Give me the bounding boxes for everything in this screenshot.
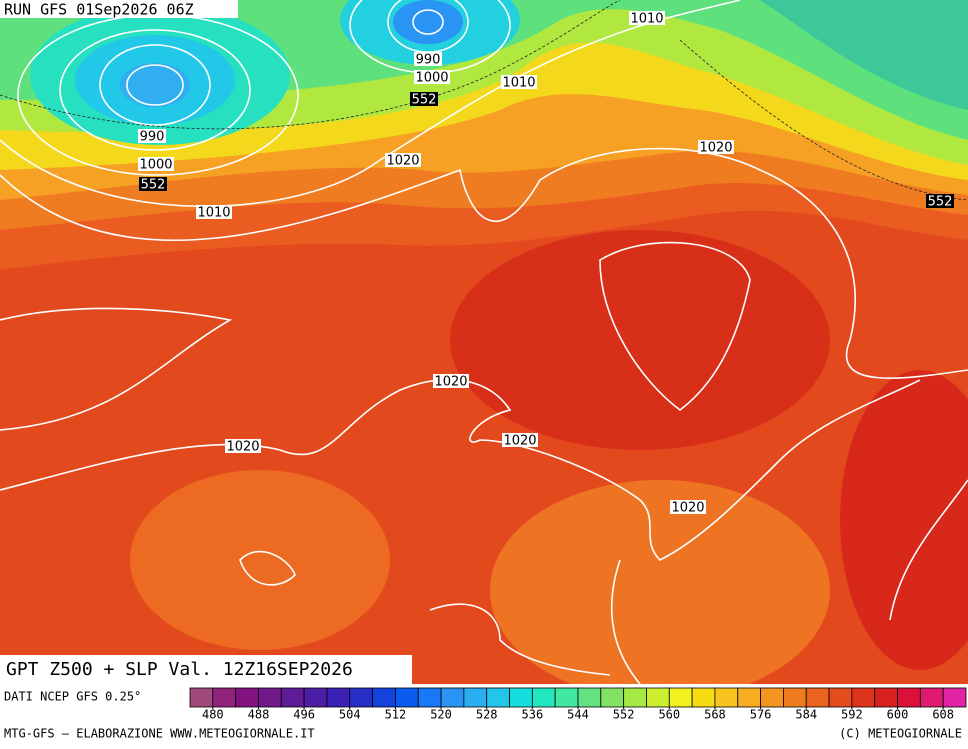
tick-label: 528 <box>476 708 498 722</box>
isobar-label: 1020 <box>226 440 259 455</box>
color-swatch <box>737 687 761 708</box>
color-swatch <box>874 687 898 708</box>
label-box <box>502 433 538 447</box>
color-swatch <box>600 687 625 708</box>
label-box <box>385 153 421 167</box>
color-swatch <box>303 687 328 708</box>
label-box <box>139 177 167 191</box>
isobar-label: 1020 <box>503 434 536 449</box>
label-box <box>138 157 174 171</box>
map-title: GPT Z500 + SLP Val. 12Z16SEP2026 <box>6 659 353 680</box>
run-label: RUN GFS 01Sep2026 06Z <box>4 1 194 19</box>
color-swatch <box>349 687 373 708</box>
color-swatch <box>851 687 876 708</box>
color-swatch <box>531 687 556 708</box>
color-swatch <box>258 687 282 708</box>
color-swatch <box>783 687 807 708</box>
label-box <box>196 205 232 219</box>
title-box <box>0 655 412 684</box>
color-swatch <box>714 687 739 708</box>
color-swatch <box>417 687 442 708</box>
color-swatch <box>554 687 579 708</box>
color-swatch <box>646 687 670 708</box>
label-box <box>410 92 438 106</box>
tick-label: 544 <box>567 708 589 722</box>
isobar-label: 990 <box>140 130 165 145</box>
label-box <box>414 70 450 84</box>
isobar-label: 552 <box>141 178 166 193</box>
color-swatch <box>486 687 510 708</box>
color-swatch <box>760 687 784 708</box>
tick-label: 600 <box>887 708 909 722</box>
color-swatch <box>691 687 716 708</box>
colorbar: 480 488 496 504 512 520 528 536 544 552 560 568 576 5… <box>189 687 967 722</box>
tick-label: 496 <box>293 708 315 722</box>
isobar-labels: 990 1000 1010 990 1000 1010 1010 1020 1020 1020 10… <box>138 11 954 516</box>
label-box <box>501 75 537 89</box>
isobar-label: 1010 <box>630 12 663 27</box>
tick-label: 480 <box>202 708 224 722</box>
isobar-label: 1010 <box>197 206 230 221</box>
tick-label: 512 <box>385 708 407 722</box>
label-box <box>670 500 706 514</box>
color-swatch <box>189 687 214 708</box>
color-swatch <box>235 687 259 708</box>
map <box>0 0 968 684</box>
color-swatch <box>326 687 351 708</box>
color-swatch <box>509 687 533 708</box>
tick-label: 552 <box>613 708 635 722</box>
tick-label: 584 <box>795 708 817 722</box>
label-box <box>433 374 469 388</box>
color-swatch <box>280 687 305 708</box>
run-box <box>0 0 238 18</box>
color-swatch <box>942 687 967 708</box>
label-box <box>138 129 166 143</box>
isobar-label: 1000 <box>139 158 172 173</box>
tick-label: 536 <box>522 708 544 722</box>
tick-label: 592 <box>841 708 863 722</box>
tick-label: 560 <box>658 708 680 722</box>
color-swatch <box>212 687 237 708</box>
isobar-label: 1000 <box>415 71 448 86</box>
label-box <box>225 439 261 453</box>
isobar-label: 1020 <box>671 501 704 516</box>
isobar-label: 1020 <box>434 375 467 390</box>
label-box <box>926 194 954 208</box>
label-box <box>698 140 734 154</box>
tick-label: 488 <box>248 708 270 722</box>
color-swatch <box>372 687 396 708</box>
tick-label: 504 <box>339 708 361 722</box>
copyright: (C) METEOGIORNALE <box>839 727 962 741</box>
source: DATI NCEP GFS 0.25° <box>4 690 141 704</box>
color-swatch <box>623 687 647 708</box>
isobar-label: 1020 <box>699 141 732 156</box>
color-swatch <box>897 687 921 708</box>
color-swatch <box>440 687 465 708</box>
tick-label: 576 <box>750 708 772 722</box>
tick-label: 568 <box>704 708 726 722</box>
isobar-label: 552 <box>928 195 953 210</box>
label-box <box>629 11 665 25</box>
color-swatch <box>463 687 488 708</box>
color-swatch <box>919 687 944 708</box>
color-swatch <box>577 687 602 708</box>
isobar-label: 552 <box>412 93 437 108</box>
isobar-label: 1020 <box>386 154 419 169</box>
color-swatch <box>395 687 419 708</box>
color-swatch <box>668 687 693 708</box>
tick-label: 608 <box>932 708 954 722</box>
isobar-label: 1010 <box>502 76 535 91</box>
color-swatch <box>828 687 853 708</box>
credits: MTG-GFS – ELABORAZIONE WWW.METEOGIORNALE… <box>4 727 315 741</box>
label-box <box>414 52 442 66</box>
tick-label: 520 <box>430 708 452 722</box>
color-swatch <box>805 687 830 708</box>
isobar-label: 990 <box>416 53 441 68</box>
